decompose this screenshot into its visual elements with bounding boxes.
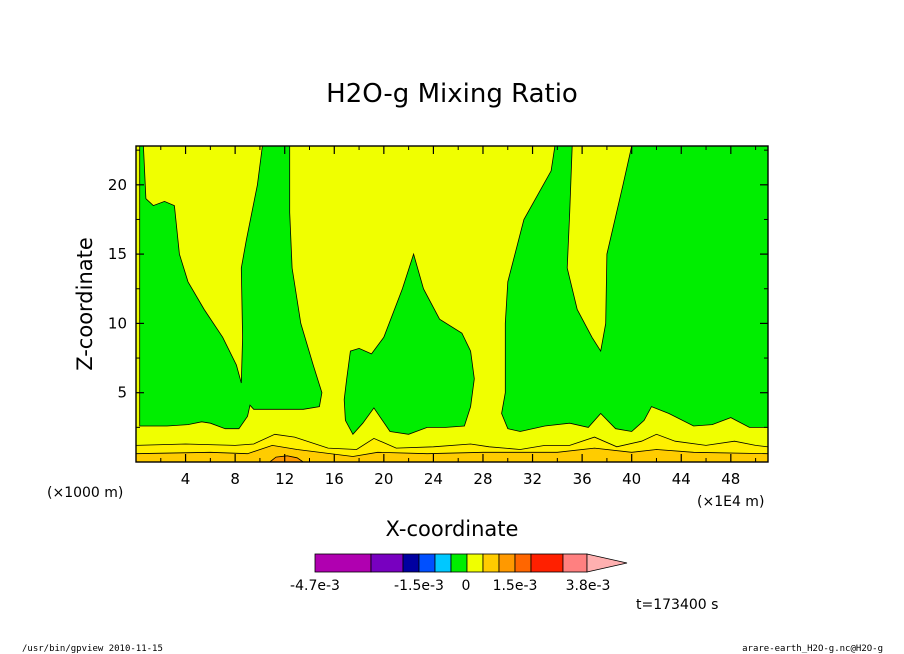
colorbar-swatch bbox=[434, 553, 452, 573]
x-axis-label: X-coordinate bbox=[386, 517, 519, 541]
y-axis-label: Z-coordinate bbox=[73, 237, 97, 371]
green-region-right bbox=[501, 145, 769, 432]
colorbar-label-5: 3.8e-3 bbox=[566, 578, 611, 594]
x-tick-label: 16 bbox=[325, 470, 344, 488]
colorbar-swatch bbox=[314, 553, 372, 573]
plot-area bbox=[135, 145, 769, 463]
green-region-left bbox=[139, 145, 323, 430]
colorbar-swatch bbox=[418, 553, 436, 573]
colorbar-swatch bbox=[402, 553, 420, 573]
x-tick-label: 36 bbox=[573, 470, 592, 488]
colorbar-swatch bbox=[562, 553, 588, 573]
footer-left: /usr/bin/gpview 2010-11-15 bbox=[22, 644, 163, 654]
x-tick-label: 48 bbox=[721, 470, 740, 488]
y-axis-ticks: 5 10 15 20 bbox=[108, 149, 768, 428]
chart-title: H2O-g Mixing Ratio bbox=[326, 79, 578, 109]
colorbar-swatch bbox=[370, 553, 404, 573]
colorbar-labels: -4.7e-3 -1.5e-3 0 1.5e-3 3.8e-3 bbox=[290, 578, 610, 594]
colorbar-swatch bbox=[482, 553, 500, 573]
x-tick-label: 32 bbox=[523, 470, 542, 488]
x-tick-label: 28 bbox=[473, 470, 492, 488]
green-region-center bbox=[343, 252, 475, 435]
footer-right: arare-earth_H2O-g.nc@H2O-g bbox=[742, 644, 883, 654]
x-axis-ticks: 4 8 12 16 20 24 28 32 36 40 44 48 bbox=[160, 146, 757, 488]
x-tick-label: 4 bbox=[181, 470, 191, 488]
colorbar-swatch bbox=[466, 553, 484, 573]
x-tick-label: 12 bbox=[275, 470, 294, 488]
plot-frame bbox=[135, 145, 769, 463]
colorbar-swatch bbox=[450, 553, 468, 573]
x-tick-label: 40 bbox=[622, 470, 641, 488]
y-tick-label: 15 bbox=[108, 245, 127, 263]
colorbar-label-1: -4.7e-3 bbox=[290, 578, 340, 594]
colorbar-label-3: 0 bbox=[462, 578, 471, 594]
colorbar-swatch bbox=[530, 553, 564, 573]
colorbar bbox=[314, 553, 628, 573]
colorbar-label-4: 1.5e-3 bbox=[493, 578, 538, 594]
x-tick-label: 8 bbox=[230, 470, 240, 488]
y-tick-label: 10 bbox=[108, 314, 127, 332]
x-tick-label: 24 bbox=[424, 470, 443, 488]
time-label: t=173400 s bbox=[636, 597, 718, 613]
x-unit-left: (×1000 m) bbox=[47, 485, 123, 501]
x-tick-label: 20 bbox=[374, 470, 393, 488]
y-tick-label: 5 bbox=[117, 384, 127, 402]
x-tick-label: 44 bbox=[672, 470, 691, 488]
colorbar-arrow bbox=[586, 553, 628, 573]
x-unit-right: (×1E4 m) bbox=[697, 494, 764, 510]
y-tick-label: 20 bbox=[108, 176, 127, 194]
colorbar-swatch bbox=[498, 553, 516, 573]
colorbar-swatch bbox=[514, 553, 532, 573]
colorbar-label-2: -1.5e-3 bbox=[394, 578, 444, 594]
